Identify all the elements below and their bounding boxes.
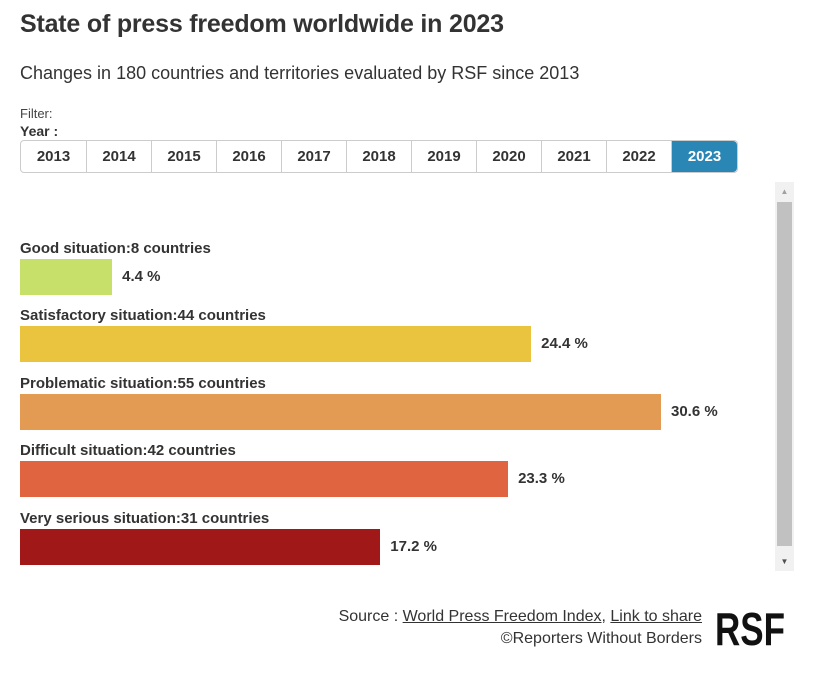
year-button-2017[interactable]: 2017 [282, 141, 347, 172]
category-label: Good situation:8 countries [20, 240, 211, 257]
value-label: 30.6 % [671, 403, 718, 420]
rsf-logo: RSF [715, 603, 785, 647]
category-label: Satisfactory situation:44 countries [20, 307, 266, 324]
category-label: Very serious situation:31 countries [20, 510, 270, 527]
value-label: 23.3 % [518, 470, 565, 487]
bar-chart: Good situation:8 countries 4.4 % Satisfact… [0, 182, 795, 572]
year-button-2020[interactable]: 2020 [477, 141, 542, 172]
year-button-2021[interactable]: 2021 [542, 141, 607, 172]
year-button-2023[interactable]: 2023 [672, 141, 737, 172]
chart-title: State of press freedom worldwide in 2023 [20, 10, 504, 38]
bar-very-serious-situation[interactable] [20, 529, 381, 565]
source-link[interactable]: World Press Freedom Index [402, 608, 602, 625]
value-label: 17.2 % [390, 538, 437, 555]
bar-difficult-situation[interactable] [20, 461, 509, 497]
filter-label: Filter: [20, 106, 53, 121]
year-button-2016[interactable]: 2016 [217, 141, 282, 172]
value-label: 4.4 % [122, 268, 161, 285]
chart-scrollbar[interactable]: ▲ ▼ [775, 182, 794, 571]
year-button-2014[interactable]: 2014 [87, 141, 152, 172]
year-button-2018[interactable]: 2018 [347, 141, 412, 172]
category-label: Problematic situation:55 countries [20, 375, 266, 392]
source-prefix: Source : [338, 608, 403, 625]
category-label: Difficult situation:42 countries [20, 442, 236, 459]
year-selector: 2013 2014 2015 2016 2017 2018 2019 2020 2021 2022… [20, 140, 738, 173]
rsf-logo-text: RSF [715, 603, 785, 647]
year-button-2019[interactable]: 2019 [412, 141, 477, 172]
chart-subtitle: Changes in 180 countries and territories… [20, 63, 580, 83]
copyright-text: ©Reporters Without Borders [500, 630, 702, 647]
year-button-2022[interactable]: 2022 [607, 141, 672, 172]
scrollbar-thumb[interactable] [777, 202, 792, 546]
year-button-2013[interactable]: 2013 [21, 141, 87, 172]
share-link[interactable]: Link to share [610, 608, 702, 625]
source-credit: Source : World Press Freedom Index, Link… [339, 606, 702, 650]
bar-good-situation[interactable] [20, 259, 113, 295]
year-button-2015[interactable]: 2015 [152, 141, 217, 172]
scroll-up-arrow-icon[interactable]: ▲ [780, 187, 789, 196]
scroll-down-arrow-icon[interactable]: ▼ [780, 557, 789, 566]
bar-problematic-situation[interactable] [20, 394, 661, 430]
bar-satisfactory-situation[interactable] [20, 326, 532, 362]
source-separator: , [601, 608, 611, 625]
year-filter-label: Year : [20, 123, 59, 139]
value-label: 24.4 % [541, 335, 588, 352]
